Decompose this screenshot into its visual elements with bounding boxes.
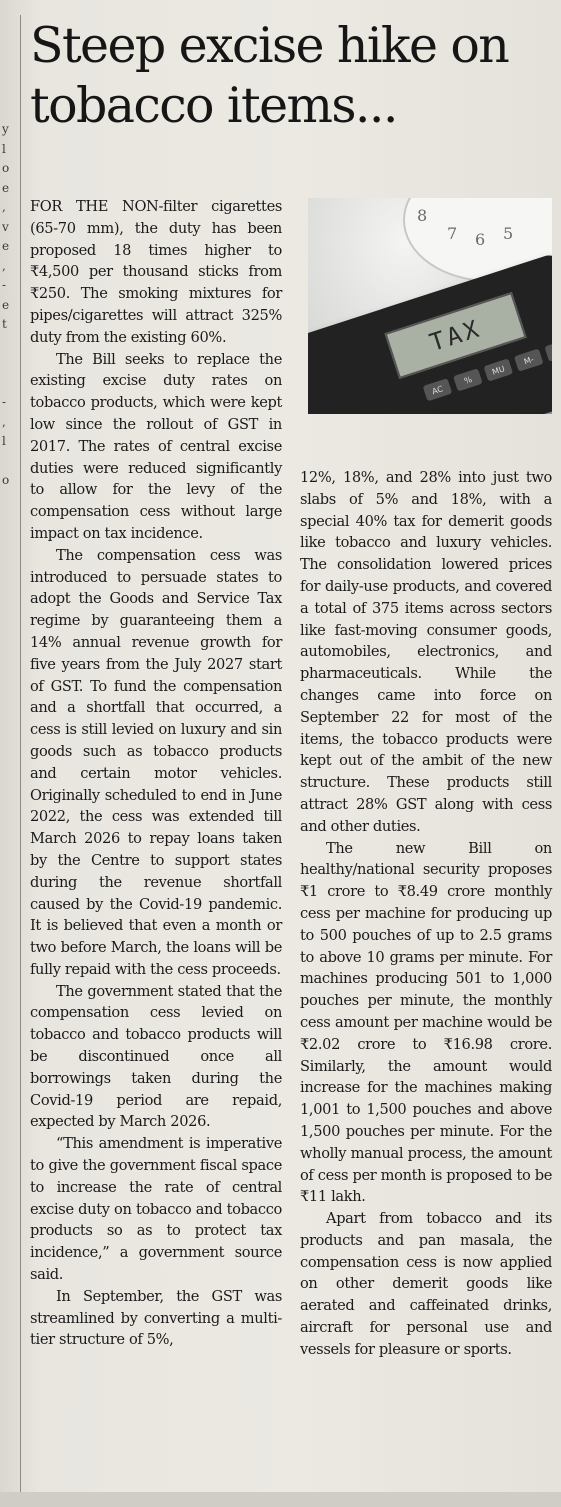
calculator-key: AC (422, 378, 453, 402)
gutter-letter: l (2, 141, 6, 156)
paragraph: FOR THE NON-filter cigarettes (65-70 mm)… (30, 198, 282, 346)
paragraph: The new Bill on healthy/national securit… (300, 839, 552, 1206)
article-column-2: 12%, 18%, and 28% into just two slabs of… (300, 467, 552, 1361)
clock-number: 5 (503, 224, 514, 243)
gutter-letter: , (2, 200, 6, 214)
clock-number: 7 (447, 224, 458, 243)
page-edge (0, 1492, 561, 1507)
column-divider (20, 15, 21, 1495)
paragraph: The government stated that the compensat… (30, 982, 282, 1131)
paragraph: 12%, 18%, and 28% into just two slabs of… (300, 469, 552, 835)
clock-number: 6 (475, 230, 486, 249)
gutter-letter: e (2, 239, 10, 253)
paragraph: “This amendment is imperative to give th… (30, 1135, 282, 1284)
article-column-1: FOR THE NON-filter cigarettes (65-70 mm)… (30, 196, 282, 1351)
gutter-letter (2, 452, 16, 472)
gutter-letter: , (2, 414, 6, 429)
gutter-letter (2, 335, 16, 355)
gutter-letter: l (2, 434, 6, 448)
calculator-key: % (453, 368, 483, 392)
gutter-letter: e (2, 180, 10, 195)
gutter-letter: v (2, 219, 9, 234)
gutter-letter: y (2, 122, 9, 136)
gutter-letter: o (2, 161, 10, 175)
paragraph: Apart from tobacco and its products and … (300, 1210, 552, 1358)
calculator-image: TAX AC % MU M- M+ (308, 251, 552, 414)
gutter-letter: t (2, 317, 7, 331)
gutter-letter (2, 354, 16, 374)
gutter-letter (2, 374, 16, 394)
gutter-letter: - (2, 395, 7, 409)
paragraph: The Bill seeks to replace the existing e… (30, 350, 282, 542)
calculator-key: M- (513, 348, 544, 372)
gutter-letter: - (2, 278, 7, 292)
gutter-letter: , (2, 258, 6, 273)
tax-calculator-photo: 8 7 6 5 1040 TAX AC % MU M- M+ (308, 198, 552, 414)
gutter-letter: o (2, 473, 10, 487)
gutter-letter: e (2, 297, 10, 312)
paragraph: In September, the GST was streamlined by… (30, 1287, 282, 1349)
headline: Steep excise hike on tobacco items... (30, 17, 510, 134)
clock-number: 8 (417, 206, 428, 225)
calculator-key: M+ (544, 338, 552, 362)
paragraph: The compensation cess was introduced to … (30, 546, 282, 978)
calculator-key: MU (483, 358, 514, 382)
